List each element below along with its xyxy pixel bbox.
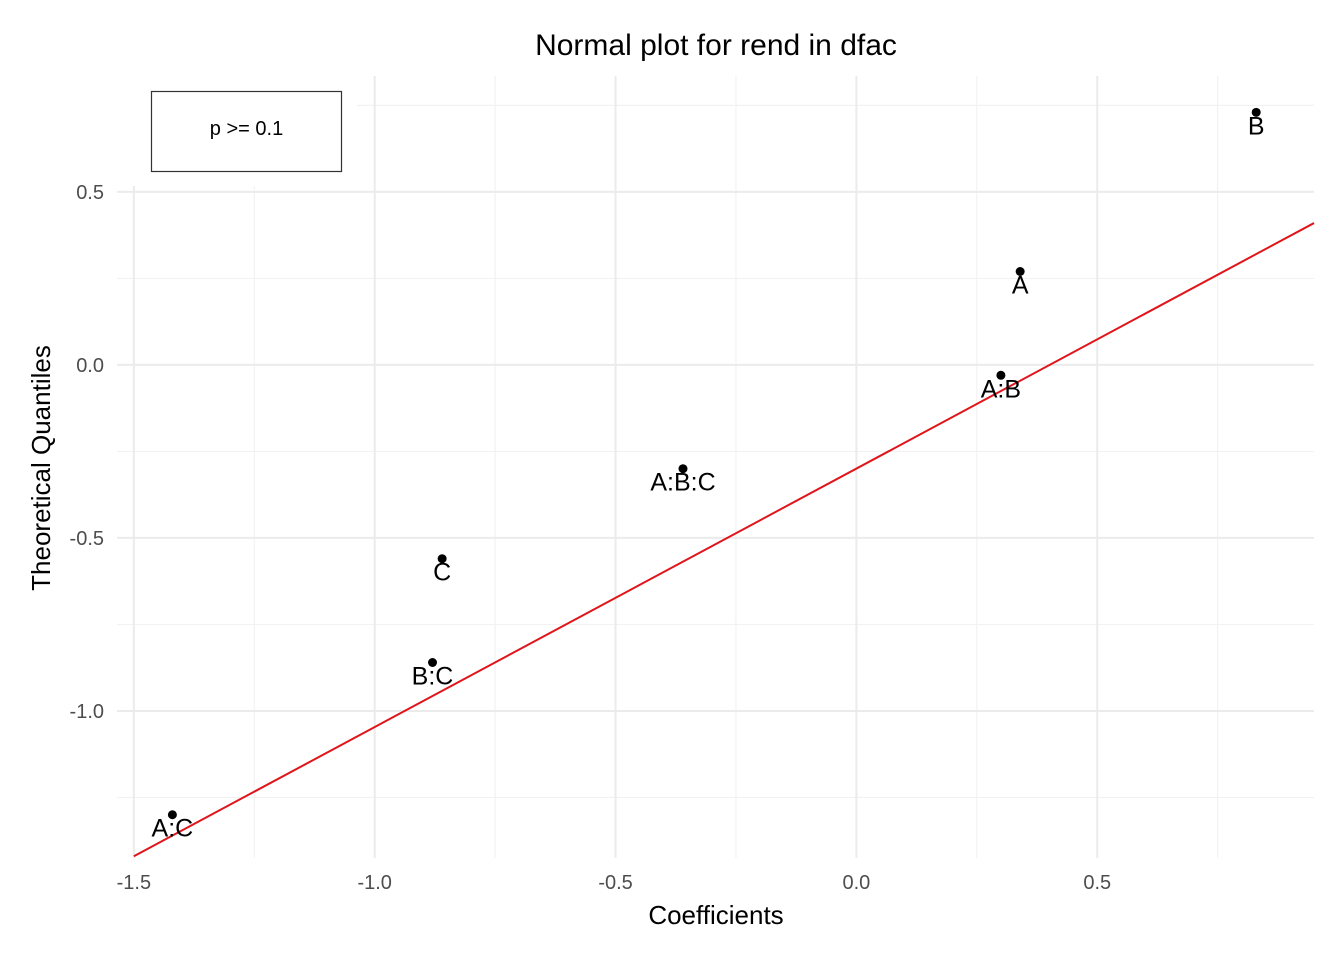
x-tick-label: -1.5	[117, 872, 151, 894]
data-point	[167, 810, 177, 820]
legend: p >= 0.1	[117, 76, 357, 186]
x-tick-label: -0.5	[598, 872, 632, 894]
points-layer	[167, 107, 1261, 820]
y-axis-ticks: -1.0 -0.5 0.0 0.5	[70, 182, 104, 723]
y-tick-label: -1.0	[70, 701, 104, 723]
x-tick-label: 0.0	[842, 872, 870, 894]
y-tick-label: -0.5	[70, 528, 104, 550]
point-label: C	[433, 559, 451, 587]
reference-line	[133, 222, 1315, 858]
y-tick-label: 0.0	[76, 355, 104, 377]
data-point	[996, 370, 1006, 380]
point-label: A	[1012, 272, 1029, 300]
y-axis-title: Theoretical Quantiles	[26, 345, 56, 591]
data-point	[1015, 267, 1025, 276]
x-axis-ticks: -1.5 -1.0 -0.5 0.0 0.5	[117, 872, 1112, 894]
x-tick-label: -1.0	[357, 872, 391, 894]
data-point	[437, 554, 447, 564]
point-label: A:C	[152, 815, 194, 843]
point-labels-layer: A:C B:C C A:B:C A:B A B	[152, 112, 1265, 842]
point-label: B:C	[412, 663, 454, 691]
point-label: B	[1248, 112, 1265, 140]
chart-title: Normal plot for rend in dfac	[535, 29, 897, 62]
legend-entry: p >= 0.1	[210, 118, 283, 140]
data-point	[1251, 107, 1261, 117]
point-label: A:B:C	[650, 469, 715, 497]
data-point	[428, 658, 438, 667]
major-gridlines	[117, 76, 1314, 858]
data-point	[678, 464, 688, 474]
minor-gridlines	[117, 76, 1314, 858]
point-label: A:B	[981, 375, 1021, 403]
legend-box	[150, 90, 343, 173]
x-tick-label: 0.5	[1083, 872, 1111, 894]
reference-line-layer	[133, 222, 1315, 858]
x-axis-title: Coefficients	[648, 900, 783, 930]
y-tick-label: 0.5	[76, 182, 104, 204]
